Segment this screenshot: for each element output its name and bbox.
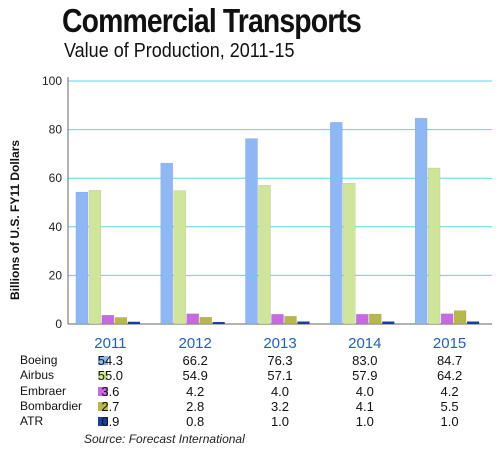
category-label: 2012 (179, 335, 212, 352)
bar-boeing-2015 (414, 117, 428, 325)
bar-embraer-2012 (186, 313, 199, 325)
bar-airbus-2011 (88, 190, 102, 325)
y-tick-label: 60 (49, 171, 63, 185)
series-name: Airbus (20, 368, 55, 383)
bar-airbus-2012 (173, 190, 186, 325)
table-cell: 57.1 (267, 368, 293, 384)
category-label: 2013 (263, 335, 296, 352)
table-row: ATR 0.9 0.8 1.0 1.0 1.0 (0, 414, 500, 429)
table-cell: 83.0 (352, 353, 378, 368)
table-cell: 4.2 (186, 383, 205, 399)
bar-atr-2012 (212, 321, 225, 325)
bar-embraer-2015 (440, 313, 454, 325)
bar-boeing-2011 (75, 191, 89, 325)
series-name: Embraer (20, 383, 67, 398)
category-label: 2015 (433, 335, 466, 352)
bar-airbus-2014 (343, 183, 356, 325)
bar-boeing-2014 (330, 122, 343, 325)
table-cell: 4.0 (355, 383, 374, 399)
table-cell: 76.3 (267, 353, 293, 368)
y-tick-label: 100 (42, 74, 62, 88)
table-cell: 1.0 (440, 414, 459, 430)
table-row: Embraer 3.6 4.2 4.0 4.0 4.2 (0, 384, 500, 399)
series-name: Boeing (20, 353, 58, 367)
category-label: 2011 (94, 335, 126, 352)
table-cell: 4.2 (440, 383, 459, 399)
bar-bombardier-2012 (199, 316, 212, 325)
table-cell: 57.9 (352, 368, 378, 384)
bar-atr-2015 (466, 321, 480, 325)
bar-airbus-2015 (427, 167, 441, 325)
table-row: Boeing 54.3 66.2 76.3 83.0 84.7 (0, 353, 500, 368)
table-cell: 3.2 (270, 398, 290, 414)
table-cell: 54.9 (182, 368, 208, 384)
legend-swatch (98, 417, 108, 427)
legend-swatch (98, 371, 108, 381)
table-cell: 4.1 (355, 398, 374, 414)
table-row: Bombardier 2.7 2.8 3.2 4.1 5.5 (0, 399, 500, 414)
bar-bombardier-2013 (284, 315, 297, 325)
legend-swatch (98, 356, 108, 365)
y-tick-label: 0 (55, 317, 62, 331)
legend-swatch (98, 386, 108, 396)
table-cell: 4.0 (270, 383, 290, 399)
table-row: Airbus 55.0 54.9 57.1 57.9 64.2 (0, 368, 500, 383)
bar-bombardier-2015 (453, 310, 467, 325)
series-name: ATR (20, 414, 44, 429)
bar-embraer-2013 (271, 314, 284, 325)
bar-boeing-2013 (245, 138, 258, 325)
category-label: 2014 (348, 335, 381, 352)
bar-boeing-2012 (160, 162, 173, 325)
bar-embraer-2014 (356, 314, 369, 325)
bar-embraer-2011 (101, 315, 115, 325)
table-cell: 1.0 (355, 414, 374, 430)
legend-swatch (98, 401, 108, 411)
table-cell: 66.2 (182, 353, 208, 368)
table-cell: 54.3 (97, 353, 124, 368)
table-cell: 5.5 (440, 398, 459, 414)
bar-chart: 0 20 40 60 80 100 2011 2012 2013 2014 2015 (42, 74, 492, 352)
bar-bombardier-2011 (114, 317, 128, 325)
table-cell: 2.8 (186, 398, 205, 414)
source-note: Source: Forecast International (84, 432, 245, 446)
table-cell: 1.0 (270, 414, 290, 430)
table-cell: 3.6 (101, 383, 120, 399)
series-name: Bombardier (20, 398, 83, 413)
bar-atr-2014 (382, 321, 395, 325)
table-cell: 55.0 (97, 368, 124, 384)
bar-atr-2013 (297, 321, 310, 325)
table-cell: 2.7 (101, 398, 120, 414)
table-cell: 84.7 (436, 353, 463, 368)
table-cell: 0.8 (186, 414, 205, 430)
table-cell: 64.2 (436, 368, 463, 384)
table-cell: 0.9 (101, 414, 120, 430)
chart-title: Commercial Transports (62, 2, 362, 39)
y-tick-label: 80 (49, 123, 63, 137)
y-tick-label: 20 (49, 268, 63, 282)
chart-subtitle: Value of Production, 2011-15 (64, 40, 295, 62)
bar-atr-2011 (127, 321, 141, 325)
bar-bombardier-2014 (369, 313, 382, 325)
y-tick-label: 40 (49, 220, 63, 234)
bar-airbus-2013 (258, 184, 271, 325)
